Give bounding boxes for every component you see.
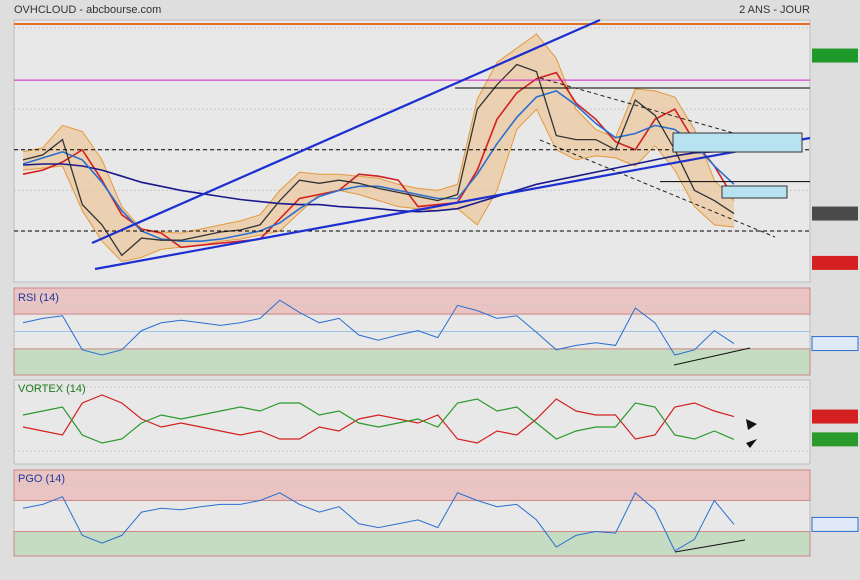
- zone: [672, 132, 803, 153]
- arrow: [746, 419, 757, 430]
- price-box: [812, 48, 858, 63]
- panels: [13, 19, 811, 557]
- band: [13, 348, 811, 376]
- price-box: [812, 255, 858, 270]
- band: [13, 531, 811, 557]
- main-line: [22, 299, 735, 356]
- main-line: [22, 491, 735, 552]
- value-box: [811, 516, 859, 532]
- panel-title: RSI (14): [18, 292, 59, 304]
- channel-line: [539, 139, 776, 238]
- labels: OVHCLOUD - abcbourse.com 2 ANS - JOUR RS…: [14, 4, 810, 485]
- bollinger-lower: [22, 108, 735, 263]
- chart-subtitle: 2 ANS - JOUR: [739, 4, 810, 16]
- divergence-line: [674, 539, 746, 553]
- trendline: [91, 18, 601, 245]
- band: [13, 287, 811, 315]
- drawings: [14, 18, 811, 553]
- price-box: [812, 206, 858, 221]
- main-line: [22, 63, 735, 257]
- zone: [721, 185, 788, 199]
- panel-title: VORTEX (14): [18, 383, 86, 395]
- divergence-line: [673, 347, 751, 366]
- chart-title: OVHCLOUD - abcbourse.com: [14, 4, 161, 16]
- series-line: [22, 398, 735, 444]
- value-box: [811, 336, 859, 352]
- value-box: [812, 409, 858, 424]
- arrow: [746, 439, 757, 448]
- series-line: [22, 71, 735, 249]
- plot: [14, 33, 859, 552]
- series-line: [22, 394, 735, 444]
- value-box: [812, 432, 858, 447]
- trendline: [94, 136, 811, 271]
- panel-title: PGO (14): [18, 473, 65, 485]
- series-line: [22, 151, 734, 213]
